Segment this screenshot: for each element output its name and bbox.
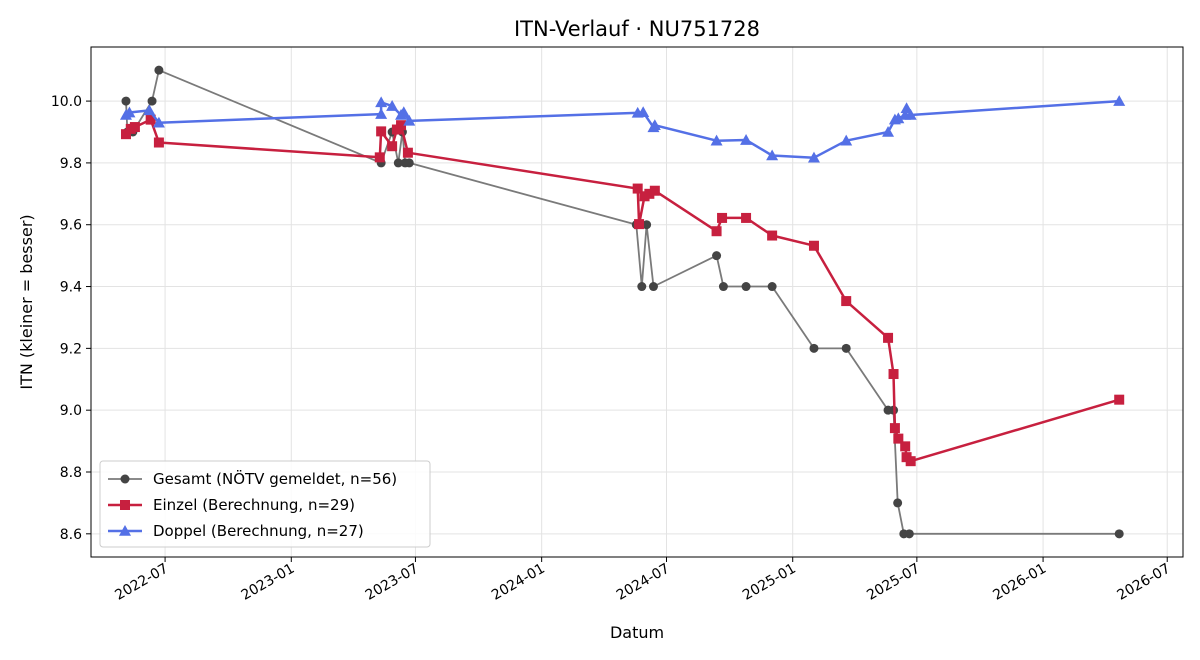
data-point-gesamt	[393, 158, 403, 168]
data-point-doppel	[637, 106, 650, 118]
data-point-doppel	[807, 151, 820, 163]
data-point-doppel	[143, 104, 156, 116]
data-point-einzel	[905, 456, 916, 467]
data-point-einzel	[883, 332, 894, 343]
data-point-gesamt	[904, 529, 914, 539]
data-point-gesamt	[712, 251, 722, 261]
data-point-gesamt	[147, 96, 157, 106]
data-point-doppel	[904, 109, 917, 120]
y-tick-label: 9.4	[60, 280, 82, 296]
x-tick-label: 2023-01	[239, 561, 298, 604]
series-layer	[119, 65, 1126, 539]
y-tick-label: 9.0	[60, 403, 82, 419]
data-point-einzel	[649, 185, 660, 196]
data-point-einzel	[145, 114, 156, 125]
x-tick-label: 2022-07	[112, 561, 171, 604]
data-point-einzel	[120, 129, 131, 140]
data-point-einzel	[632, 183, 643, 194]
data-point-einzel	[717, 212, 728, 223]
data-point-doppel	[882, 126, 895, 137]
x-axis-ticks: 2022-07 2023-01 2023-07 2024-01 2024-07 2025-…	[112, 557, 1173, 604]
data-point-einzel	[396, 120, 407, 131]
data-point-einzel	[767, 230, 778, 241]
data-point-doppel	[740, 134, 753, 145]
data-point-doppel	[840, 134, 853, 146]
data-point-doppel	[397, 106, 410, 118]
data-point-doppel	[710, 134, 723, 146]
data-point-einzel	[893, 433, 904, 444]
x-tick-label: 2026-01	[990, 561, 1049, 604]
data-point-doppel	[123, 106, 136, 118]
data-point-gesamt	[121, 96, 131, 106]
x-tick-label: 2024-07	[614, 561, 673, 604]
x-tick-label: 2026-07	[1115, 561, 1174, 604]
data-point-einzel	[741, 212, 752, 223]
data-point-gesamt	[637, 282, 647, 292]
data-point-einzel	[129, 122, 140, 133]
data-point-gesamt	[718, 282, 728, 292]
data-point-doppel	[386, 100, 399, 111]
legend-label: Gesamt (NÖTV gemeldet, n=56)	[153, 469, 397, 488]
data-point-doppel	[900, 102, 913, 113]
y-tick-label: 8.6	[60, 527, 82, 543]
data-point-gesamt	[642, 220, 652, 230]
data-point-einzel	[374, 152, 385, 163]
legend-box	[99, 460, 431, 548]
data-point-gesamt	[741, 282, 751, 292]
data-point-gesamt	[893, 498, 903, 508]
x-axis-label: Datum	[610, 623, 664, 642]
legend-label: Einzel (Berechnung, n=29)	[153, 496, 355, 514]
data-point-einzel	[841, 296, 852, 307]
y-tick-label: 9.6	[60, 218, 82, 234]
y-tick-label: 10.0	[51, 94, 82, 110]
data-point-einzel	[402, 147, 413, 158]
series-einzel	[120, 114, 1125, 467]
plot-frame	[90, 46, 1184, 558]
data-point-doppel	[648, 119, 661, 130]
data-point-doppel	[1113, 95, 1126, 106]
legend-marker	[119, 525, 131, 536]
data-point-einzel	[900, 441, 911, 452]
data-point-doppel	[403, 114, 416, 126]
legend-label: Doppel (Berechnung, n=27)	[153, 522, 364, 540]
data-point-einzel	[153, 137, 164, 148]
data-point-gesamt	[154, 65, 164, 75]
data-point-doppel	[766, 149, 779, 161]
y-tick-label: 9.8	[60, 156, 82, 172]
data-point-einzel	[808, 240, 819, 251]
data-point-gesamt	[1114, 529, 1124, 539]
data-point-einzel	[711, 226, 722, 237]
data-point-einzel	[644, 188, 655, 199]
legend-marker	[120, 500, 130, 510]
data-point-gesamt	[809, 343, 819, 353]
x-tick-label: 2025-01	[740, 561, 799, 604]
y-tick-label: 9.2	[60, 341, 82, 357]
legend-marker	[120, 474, 130, 484]
chart-title: ITN-Verlauf · NU751728	[514, 17, 760, 41]
data-point-gesamt	[404, 158, 414, 168]
data-point-doppel	[375, 108, 388, 119]
data-point-einzel	[387, 141, 398, 152]
x-tick-label: 2024-01	[489, 561, 548, 604]
data-point-gesamt	[767, 282, 777, 292]
data-point-doppel	[892, 112, 905, 124]
data-point-einzel	[376, 126, 387, 137]
data-point-einzel	[888, 369, 899, 380]
x-tick-label: 2023-07	[363, 561, 422, 604]
series-doppel	[119, 95, 1126, 163]
x-tick-label: 2025-07	[864, 561, 923, 604]
data-point-einzel	[634, 219, 645, 230]
legend: Gesamt (NÖTV gemeldet, n=56) Einzel (Bere…	[99, 460, 431, 548]
data-point-gesamt	[648, 282, 658, 292]
y-axis-label: ITN (kleiner = besser)	[17, 214, 36, 389]
data-point-doppel	[152, 116, 165, 128]
data-point-doppel	[375, 96, 388, 108]
y-axis-ticks: 8.6 8.8 9.0 9.2 9.4 9.6 9.8 10.0	[51, 94, 91, 543]
y-tick-label: 8.8	[60, 465, 82, 481]
data-point-einzel	[889, 423, 900, 434]
data-point-gesamt	[841, 343, 851, 353]
data-point-einzel	[1114, 394, 1125, 405]
